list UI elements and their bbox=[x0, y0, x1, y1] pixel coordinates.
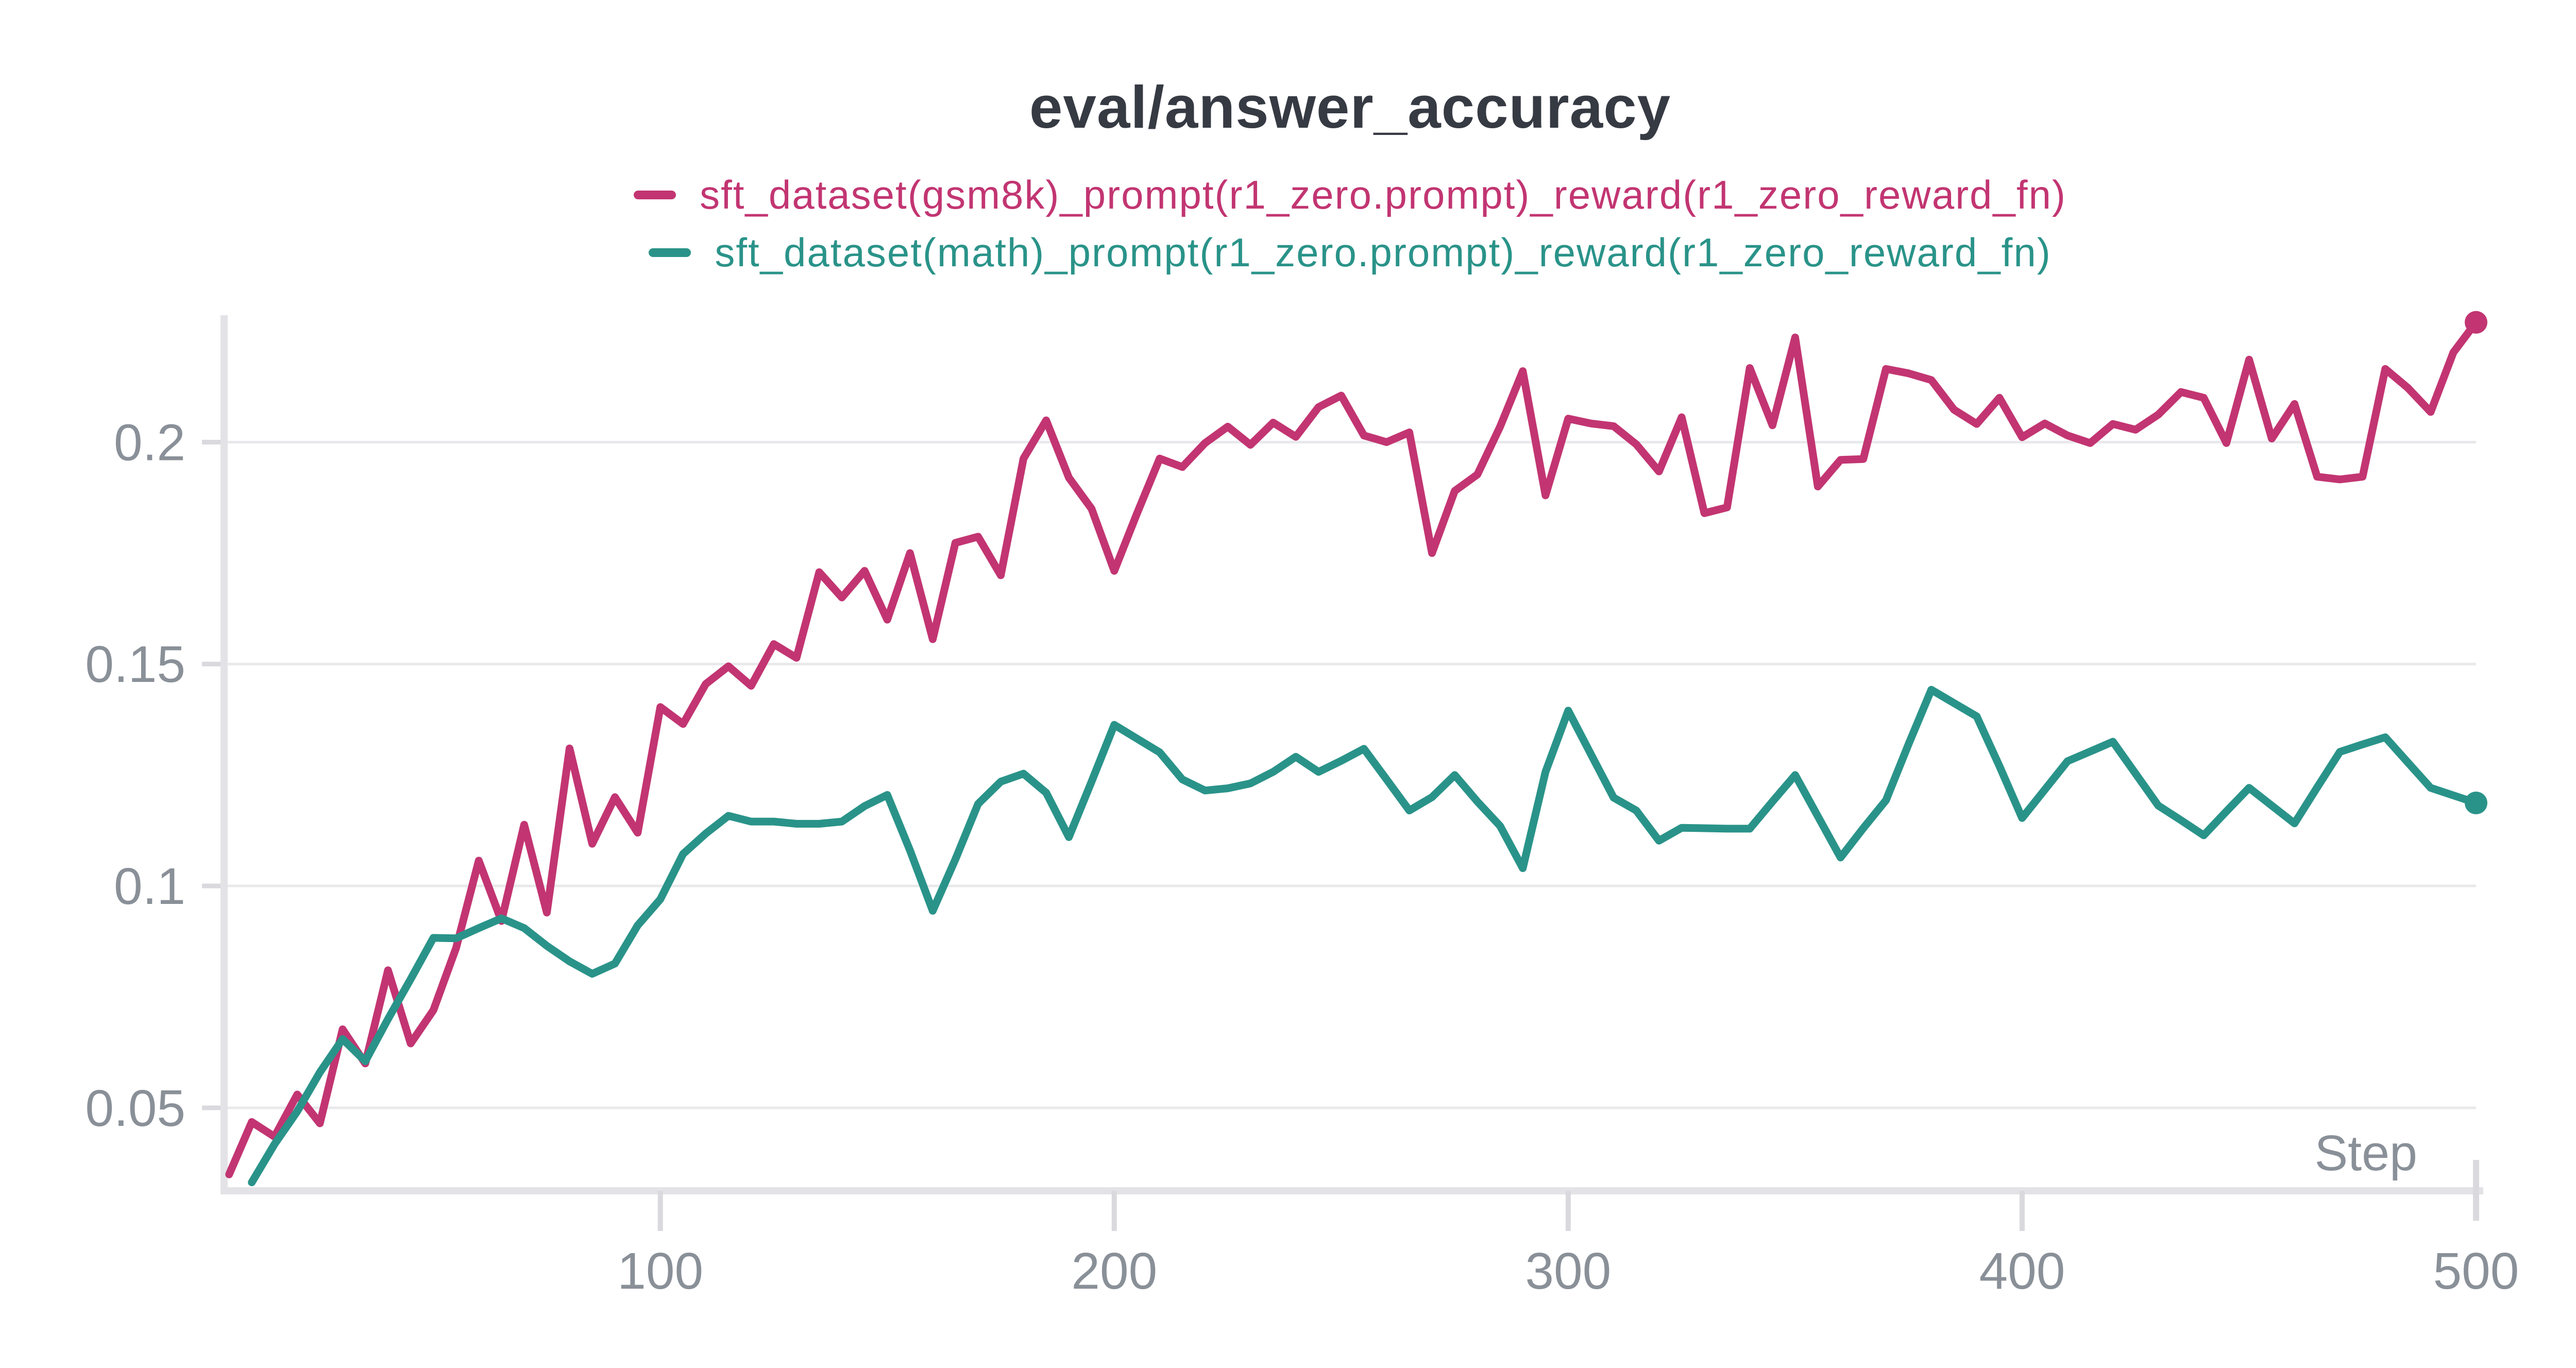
x-axis-tick-label: 300 bbox=[1525, 1242, 1611, 1300]
x-tick-mark bbox=[657, 1191, 663, 1231]
series-line-gsm8k bbox=[225, 318, 2480, 1178]
legend-label-gsm8k: sft_dataset(gsm8k)_prompt(r1_zero.prompt… bbox=[700, 172, 2066, 217]
y-axis-tick-label: 0.05 bbox=[85, 1080, 185, 1137]
series-line-math bbox=[248, 686, 2480, 1187]
x-axis-tick-label: 100 bbox=[617, 1242, 703, 1300]
legend-label-math: sft_dataset(math)_prompt(r1_zero.prompt)… bbox=[715, 230, 2052, 275]
y-tick-mark bbox=[202, 439, 224, 444]
y-axis-tick-label: 0.2 bbox=[114, 414, 185, 471]
series-endpoint-dot-gsm8k bbox=[2465, 311, 2487, 334]
grid-line-y bbox=[224, 662, 2476, 665]
y-axis-tick-label: 0.1 bbox=[114, 858, 185, 915]
y-tick-mark bbox=[202, 1105, 224, 1110]
grid-line-y bbox=[224, 1106, 2476, 1109]
x-tick-mark bbox=[2019, 1191, 2025, 1231]
y-tick-mark bbox=[202, 661, 224, 666]
legend-item-math[interactable]: sft_dataset(math)_prompt(r1_zero.prompt)… bbox=[649, 224, 2051, 281]
legend-swatch-math-icon bbox=[649, 248, 691, 257]
x-axis-line bbox=[221, 1187, 2483, 1194]
legend: sft_dataset(gsm8k)_prompt(r1_zero.prompt… bbox=[224, 166, 2476, 281]
x-axis-title: Step bbox=[2314, 1125, 2417, 1181]
legend-item-gsm8k[interactable]: sft_dataset(gsm8k)_prompt(r1_zero.prompt… bbox=[634, 166, 2066, 224]
grid-line-y bbox=[224, 440, 2476, 443]
x-axis-tick-label: 400 bbox=[1979, 1242, 2065, 1300]
x-axis-tick-label: 200 bbox=[1071, 1242, 1157, 1300]
legend-swatch-gsm8k-icon bbox=[634, 190, 676, 199]
x-axis-tick-label: 500 bbox=[2433, 1242, 2519, 1300]
x-tick-mark bbox=[1565, 1191, 1571, 1231]
y-axis-line bbox=[221, 315, 228, 1194]
chart-title: eval/answer_accuracy bbox=[1029, 74, 1671, 141]
y-axis-tick-label: 0.15 bbox=[85, 636, 185, 693]
x-tick-mark bbox=[1111, 1191, 1117, 1231]
grid-line-y bbox=[224, 884, 2476, 887]
y-tick-mark bbox=[202, 883, 224, 888]
x-axis-end-tick bbox=[2473, 1160, 2479, 1221]
series-endpoint-dot-math bbox=[2465, 791, 2487, 814]
